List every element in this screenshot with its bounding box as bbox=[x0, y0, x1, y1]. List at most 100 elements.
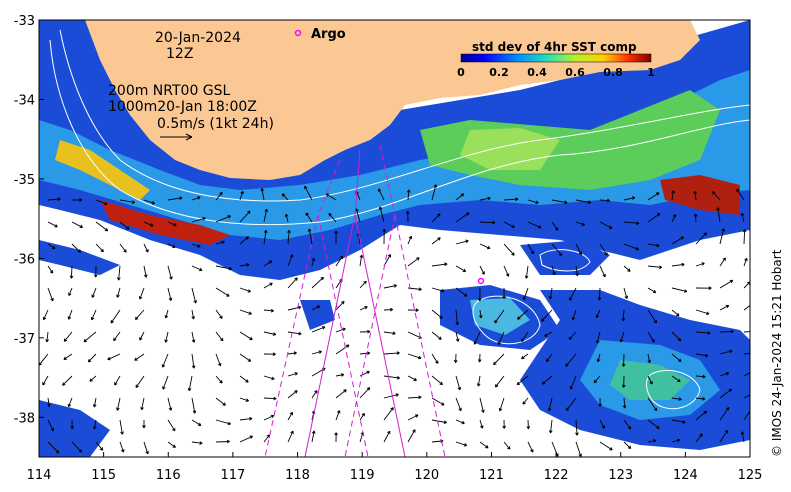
current-vector bbox=[522, 287, 529, 301]
colorbar: std dev of 4hr SST comp 0 0.2 0.4 0.6 0.8 1 bbox=[457, 40, 655, 79]
current-vector bbox=[647, 213, 661, 223]
current-vector bbox=[693, 191, 698, 201]
current-vector bbox=[139, 331, 145, 341]
current-vector bbox=[191, 309, 195, 320]
current-vector bbox=[502, 419, 506, 429]
current-vector bbox=[695, 397, 706, 401]
current-vector bbox=[263, 208, 268, 223]
current-vector bbox=[116, 287, 121, 298]
current-vector bbox=[477, 287, 482, 302]
current-vector bbox=[119, 199, 136, 204]
current-vector bbox=[546, 353, 553, 363]
current-vector bbox=[647, 192, 660, 201]
current-vector bbox=[623, 419, 632, 430]
current-vector bbox=[736, 188, 745, 201]
current-vector bbox=[383, 407, 394, 421]
current-vector bbox=[599, 198, 611, 203]
current-vector bbox=[263, 260, 273, 267]
current-vector bbox=[71, 243, 82, 253]
current-vector bbox=[215, 397, 226, 406]
current-vector bbox=[215, 240, 225, 245]
current-vector bbox=[383, 393, 399, 399]
current-vector bbox=[568, 331, 577, 341]
current-vector bbox=[619, 331, 625, 343]
current-vector bbox=[47, 287, 54, 302]
current-vector bbox=[695, 309, 710, 316]
current-vector bbox=[526, 419, 531, 430]
current-vector bbox=[263, 375, 275, 381]
current-vector bbox=[95, 441, 104, 451]
current-vector bbox=[63, 331, 73, 342]
current-vector bbox=[455, 419, 465, 425]
current-vector bbox=[70, 419, 75, 429]
current-vector bbox=[593, 375, 601, 384]
current-vector bbox=[719, 279, 734, 289]
current-vector bbox=[287, 331, 302, 336]
current-vector bbox=[695, 331, 711, 335]
current-vector bbox=[671, 309, 680, 317]
current-vector bbox=[565, 353, 577, 367]
current-vector bbox=[431, 353, 439, 364]
current-vector bbox=[62, 375, 73, 386]
current-vector bbox=[743, 329, 750, 333]
current-vector bbox=[502, 287, 506, 299]
current-vector bbox=[571, 309, 577, 321]
current-vector bbox=[494, 309, 505, 324]
current-vector bbox=[740, 212, 745, 223]
current-vector bbox=[191, 265, 203, 272]
current-vector bbox=[521, 331, 529, 343]
current-vector bbox=[743, 352, 750, 355]
current-vector bbox=[143, 221, 154, 227]
current-vector bbox=[116, 265, 121, 281]
argo-legend-label: Argo bbox=[311, 27, 346, 42]
current-vector bbox=[359, 387, 371, 399]
credit-label: © IMOS 24-Jan-2024 15:21 Hobart bbox=[770, 249, 784, 457]
current-vector bbox=[517, 309, 529, 320]
lon-tick-label: 116 bbox=[156, 468, 181, 483]
current-vector bbox=[143, 199, 156, 205]
colorbar-tick-label: 0.6 bbox=[565, 66, 585, 79]
lat-tick-label: -33 bbox=[14, 14, 35, 29]
current-vector bbox=[119, 221, 130, 230]
current-vector bbox=[47, 197, 61, 201]
current-vector bbox=[383, 307, 394, 312]
current-vector bbox=[476, 375, 481, 387]
current-vector bbox=[383, 375, 401, 380]
current-vector bbox=[647, 331, 655, 343]
current-vector bbox=[263, 396, 277, 401]
isobath-label: 200m NRT00 GSL bbox=[108, 83, 231, 99]
current-vector bbox=[143, 441, 149, 455]
current-vector bbox=[359, 351, 371, 355]
lon-tick-label: 115 bbox=[91, 468, 116, 483]
current-vector bbox=[671, 353, 682, 362]
current-vector bbox=[455, 193, 465, 201]
argo-float-marker bbox=[477, 277, 485, 285]
current-vector bbox=[671, 262, 685, 267]
lon-tick-label: 125 bbox=[738, 468, 763, 483]
current-vector bbox=[47, 397, 51, 408]
current-vector bbox=[503, 441, 511, 450]
current-vector bbox=[378, 188, 385, 201]
current-vector bbox=[239, 331, 253, 341]
current-vector bbox=[215, 419, 231, 426]
current-vector bbox=[67, 397, 73, 408]
current-vector bbox=[455, 287, 468, 297]
current-vector bbox=[134, 309, 145, 321]
current-vector bbox=[623, 221, 640, 225]
current-vector bbox=[621, 375, 626, 388]
current-vector bbox=[359, 254, 364, 267]
current-vector bbox=[623, 265, 631, 272]
current-vector bbox=[304, 185, 313, 201]
current-vector bbox=[215, 215, 231, 223]
current-vector bbox=[239, 287, 251, 293]
current-vector bbox=[716, 207, 721, 223]
current-vector bbox=[551, 221, 559, 231]
current-vector bbox=[407, 395, 422, 400]
current-vector bbox=[287, 430, 294, 443]
lat-tick-label: -36 bbox=[14, 252, 35, 267]
current-vector bbox=[479, 397, 485, 413]
current-vector bbox=[647, 353, 651, 364]
current-vector bbox=[134, 353, 145, 361]
current-vector bbox=[599, 441, 613, 451]
current-vector bbox=[92, 397, 97, 408]
